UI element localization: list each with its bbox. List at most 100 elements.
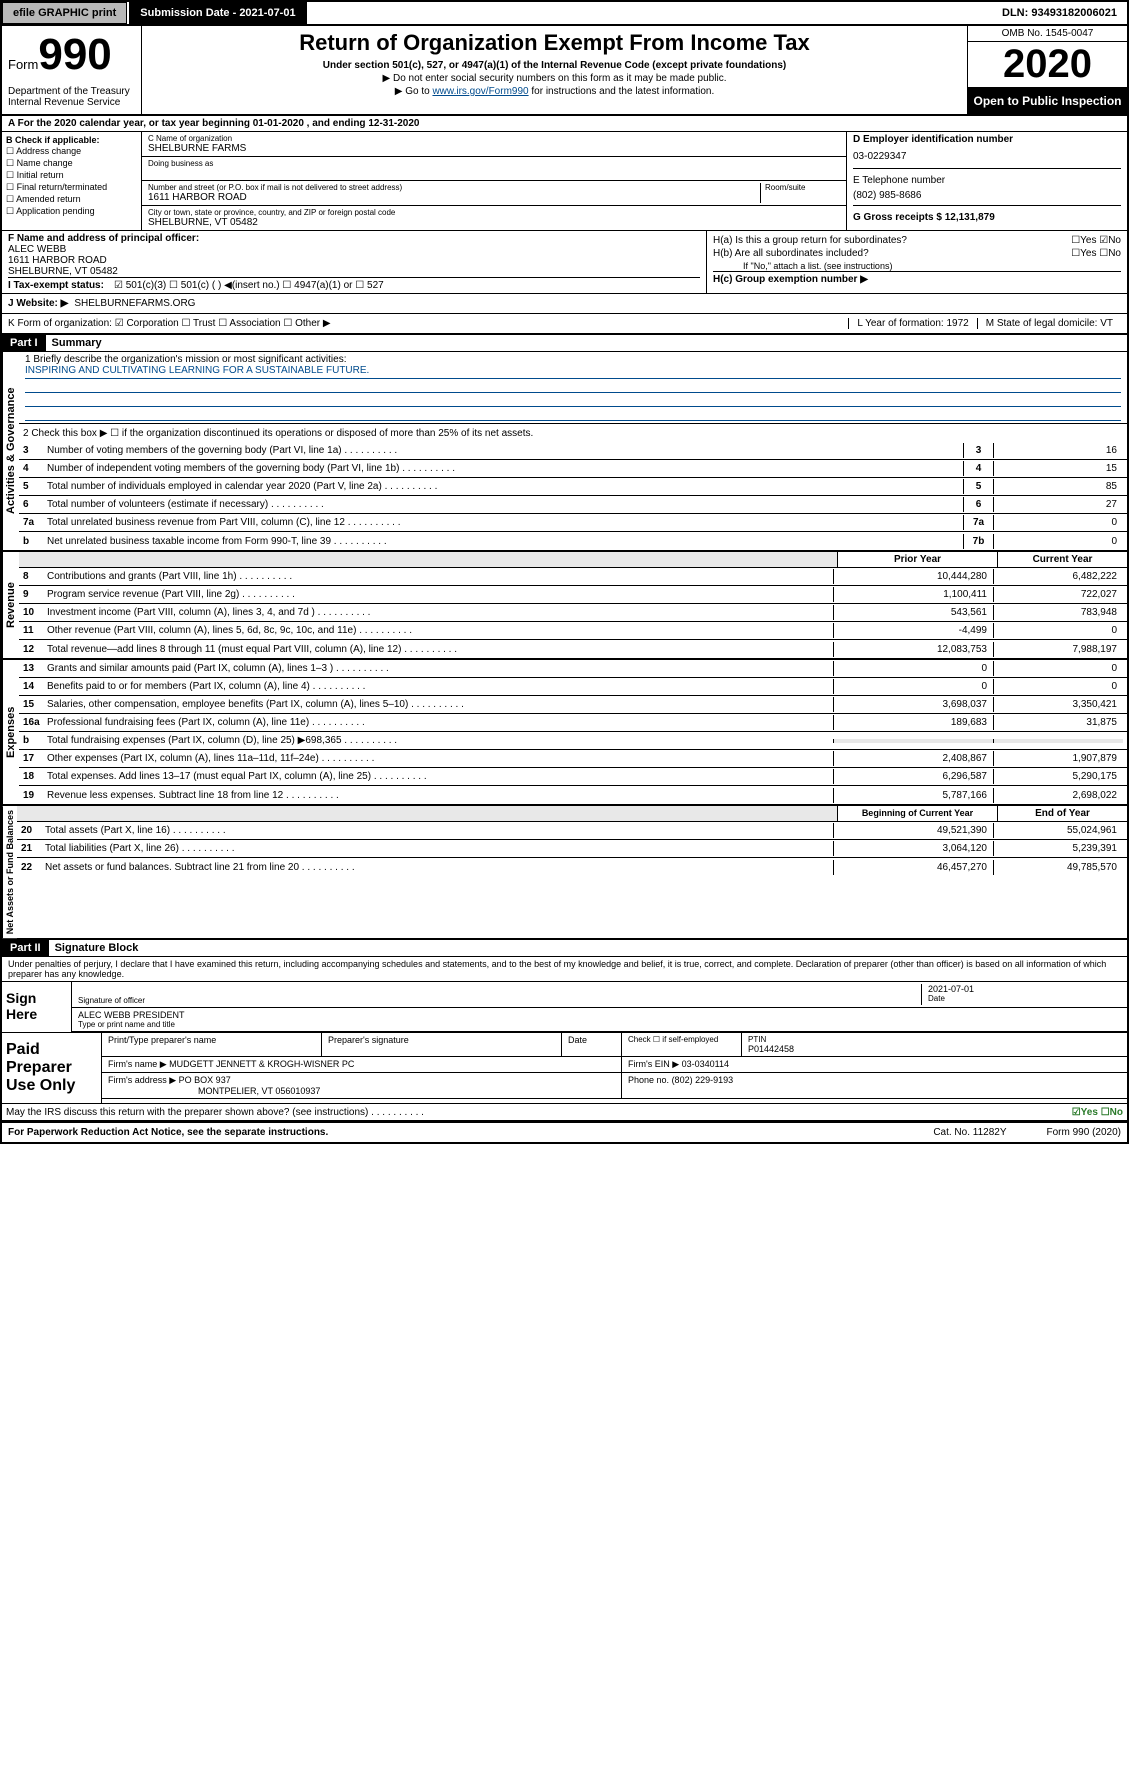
form-word: Form — [8, 57, 38, 72]
mission-blank-2 — [25, 393, 1121, 407]
prior-value: 0 — [833, 661, 993, 676]
footer-mid: Cat. No. 11282Y — [933, 1127, 1006, 1138]
summary-line: 4 Number of independent voting members o… — [19, 460, 1127, 478]
summary-line: 21 Total liabilities (Part X, line 26) 3… — [17, 840, 1127, 858]
tax-year: 2020 — [968, 42, 1127, 88]
curr-value: 31,875 — [993, 715, 1123, 730]
line-num: 8 — [23, 571, 47, 582]
firm-ein-label: Firm's EIN ▶ — [628, 1059, 679, 1069]
summary-line: 17 Other expenses (Part IX, column (A), … — [19, 750, 1127, 768]
website-value: SHELBURNEFARMS.ORG — [74, 298, 195, 309]
right-info: D Employer identification number 03-0229… — [847, 132, 1127, 230]
m-state: M State of legal domicile: VT — [977, 318, 1121, 329]
governance-tab: Activities & Governance — [2, 352, 19, 550]
net-assets-section: Net Assets or Fund Balances Beginning of… — [2, 806, 1127, 940]
net-assets-tab: Net Assets or Fund Balances — [2, 806, 17, 938]
firm-phone-label: Phone no. — [628, 1075, 669, 1085]
firm-name-label: Firm's name ▶ — [108, 1059, 167, 1069]
dln-label: DLN: 93493182006021 — [992, 3, 1127, 23]
line-value: 15 — [993, 461, 1123, 476]
curr-value: 0 — [993, 661, 1123, 676]
prior-value: 46,457,270 — [833, 860, 993, 875]
mission-blank-3 — [25, 407, 1121, 421]
summary-line: 19 Revenue less expenses. Subtract line … — [19, 786, 1127, 804]
sig-date-label: Date — [928, 994, 1121, 1003]
firm-phone-cell: Phone no. (802) 229-9193 — [622, 1073, 1127, 1098]
line-num: 4 — [23, 463, 47, 474]
hb-answer[interactable]: ☐Yes ☐No — [1071, 248, 1121, 259]
phone-label: E Telephone number — [853, 169, 1121, 186]
curr-value: 55,024,961 — [993, 823, 1123, 838]
topbar: efile GRAPHIC print Submission Date - 20… — [0, 0, 1129, 26]
net-assets-col: Beginning of Current Year End of Year 20… — [17, 806, 1127, 938]
line-2-desc: 2 Check this box ▶ ☐ if the organization… — [23, 428, 1123, 439]
summary-line: 3 Number of voting members of the govern… — [19, 442, 1127, 460]
line-num: b — [23, 536, 47, 547]
preparer-label: Paid Preparer Use Only — [2, 1033, 102, 1103]
street-box: Number and street (or P.O. box if mail i… — [142, 181, 846, 206]
prep-col3: Date — [562, 1033, 622, 1056]
line-num: 22 — [21, 862, 45, 873]
hb-label: H(b) Are all subordinates included? — [713, 248, 869, 259]
sig-officer-label: Signature of officer — [78, 996, 921, 1005]
org-name-box: C Name of organization SHELBURNE FARMS — [142, 132, 846, 157]
line-desc: Revenue less expenses. Subtract line 18 … — [47, 790, 833, 801]
opt-initial[interactable]: ☐ Initial return — [6, 170, 137, 181]
line-num: 10 — [23, 607, 47, 618]
status-opts[interactable]: ☑ 501(c)(3) ☐ 501(c) ( ) ◀(insert no.) ☐… — [114, 280, 384, 291]
city-box: City or town, state or province, country… — [142, 206, 846, 230]
line-desc: Benefits paid to or for members (Part IX… — [47, 681, 833, 692]
line-desc: Net assets or fund balances. Subtract li… — [45, 862, 833, 873]
prior-value: 5,787,166 — [833, 788, 993, 803]
summary-line: 22 Net assets or fund balances. Subtract… — [17, 858, 1127, 876]
prior-value: 6,296,587 — [833, 769, 993, 784]
ha-answer[interactable]: ☐Yes ☑No — [1071, 235, 1121, 246]
line-1: 1 Briefly describe the organization's mi… — [25, 354, 1121, 365]
prior-value: 10,444,280 — [833, 569, 993, 584]
current-year-hdr: Current Year — [997, 552, 1127, 567]
curr-value: 3,350,421 — [993, 697, 1123, 712]
city-label: City or town, state or province, country… — [148, 208, 840, 217]
line-num: 21 — [21, 843, 45, 854]
firm-name-cell: Firm's name ▶ MUDGETT JENNETT & KROGH-WI… — [102, 1057, 622, 1072]
curr-value: 6,482,222 — [993, 569, 1123, 584]
discuss-answer[interactable]: ☑Yes ☐No — [973, 1107, 1123, 1118]
prior-value: 2,408,867 — [833, 751, 993, 766]
officer-addr2: SHELBURNE, VT 05482 — [8, 266, 700, 277]
footer-right: Form 990 (2020) — [1047, 1127, 1121, 1138]
form-title: Return of Organization Exempt From Incom… — [148, 30, 961, 56]
opt-amended[interactable]: ☐ Amended return — [6, 194, 137, 205]
opt-address[interactable]: ☐ Address change — [6, 146, 137, 157]
curr-value: 5,239,391 — [993, 841, 1123, 856]
curr-value: 0 — [993, 623, 1123, 638]
preparer-row: Paid Preparer Use Only Print/Type prepar… — [2, 1032, 1127, 1103]
k-label[interactable]: K Form of organization: ☑ Corporation ☐ … — [8, 318, 331, 329]
prior-value: 189,683 — [833, 715, 993, 730]
ein-value: 03-0229347 — [853, 145, 1121, 169]
irs-link[interactable]: www.irs.gov/Form990 — [432, 86, 528, 97]
l-year: L Year of formation: 1972 — [848, 318, 976, 329]
firm-addr-label: Firm's address ▶ — [108, 1075, 176, 1085]
opt-final[interactable]: ☐ Final return/terminated — [6, 182, 137, 193]
line-desc: Number of voting members of the governin… — [47, 445, 963, 456]
prep-col1: Print/Type preparer's name — [102, 1033, 322, 1056]
part1-header-row: Part I Summary — [2, 335, 1127, 352]
submission-button[interactable]: Submission Date - 2021-07-01 — [129, 2, 306, 24]
governance-col: 1 Briefly describe the organization's mi… — [19, 352, 1127, 550]
prior-value: -4,499 — [833, 623, 993, 638]
header-center: Return of Organization Exempt From Incom… — [142, 26, 967, 114]
period-row: A For the 2020 calendar year, or tax yea… — [2, 116, 1127, 132]
line-num: b — [23, 735, 47, 746]
part2-title: Signature Block — [49, 940, 145, 956]
discuss-question: May the IRS discuss this return with the… — [6, 1107, 973, 1118]
line-box-num: 4 — [963, 461, 993, 476]
prior-year-hdr: Prior Year — [837, 552, 997, 567]
efile-button[interactable]: efile GRAPHIC print — [2, 2, 127, 24]
prep-col4[interactable]: Check ☐ if self-employed — [622, 1033, 742, 1056]
sig-name-line: ALEC WEBB PRESIDENT Type or print name a… — [72, 1008, 1127, 1032]
subtitle-1: Under section 501(c), 527, or 4947(a)(1)… — [148, 60, 961, 71]
opt-pending[interactable]: ☐ Application pending — [6, 206, 137, 217]
prior-value: 3,064,120 — [833, 841, 993, 856]
omb-number: OMB No. 1545-0047 — [968, 26, 1127, 42]
opt-name[interactable]: ☐ Name change — [6, 158, 137, 169]
